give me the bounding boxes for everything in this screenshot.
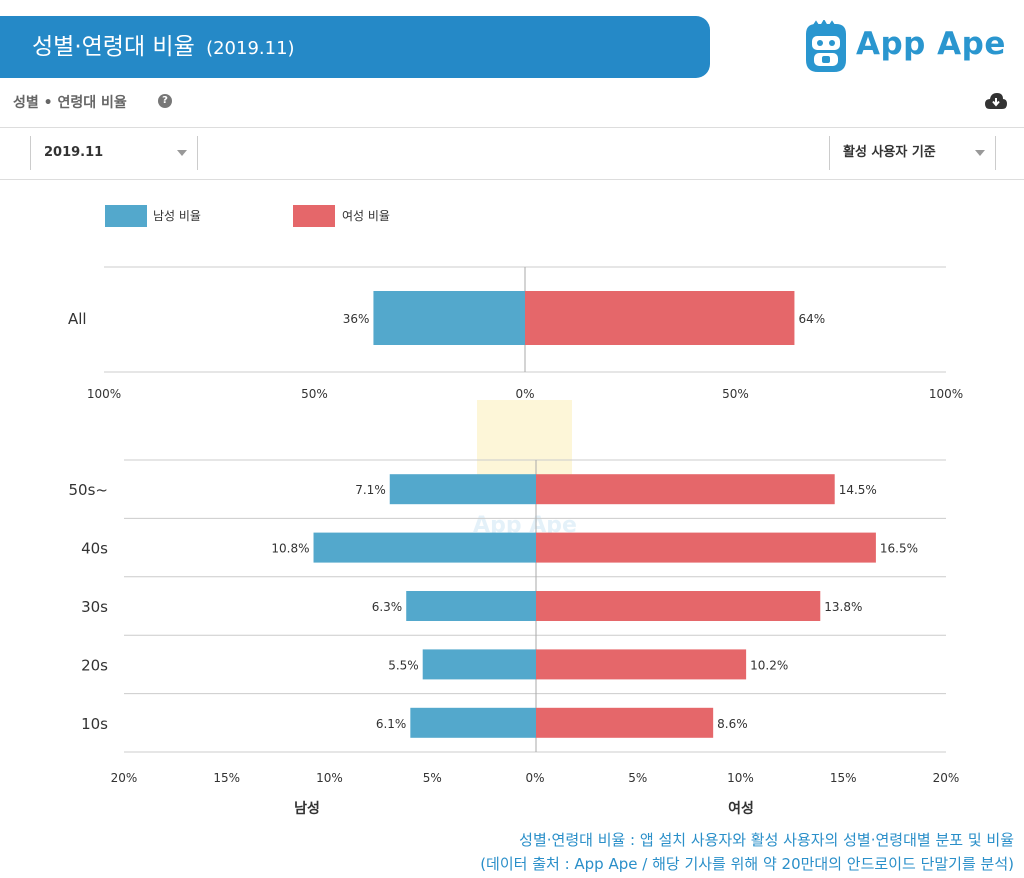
category-label: 50s~ — [69, 481, 108, 499]
data-label-male: 7.1% — [355, 483, 386, 497]
bar-female — [536, 532, 876, 563]
caption-line-2: (데이터 출처 : App Ape / 해당 기사를 위해 약 20만대의 안드… — [480, 855, 1014, 873]
x-axis-label-male: 남성 — [294, 800, 320, 817]
period-select-value: 2019.11 — [44, 145, 104, 160]
chevron-down-icon — [177, 150, 187, 156]
bar-male — [406, 591, 536, 621]
basis-select[interactable]: 활성 사용자 기준 — [829, 136, 996, 170]
data-label-female: 64% — [798, 312, 825, 326]
x-axis-label-female: 여성 — [728, 800, 754, 817]
legend-label-male: 남성 비율 — [153, 209, 201, 223]
x-tick-label: 10% — [316, 771, 343, 785]
logo-text: App Ape — [856, 26, 1006, 62]
legend-swatch-female — [293, 205, 335, 227]
bar-male — [389, 474, 536, 505]
chevron-down-icon — [975, 150, 985, 156]
x-tick-label: 100% — [87, 387, 121, 401]
caption: 성별·연령대 비율 : 앱 설치 사용자와 활성 사용자의 성별·연령대별 분포… — [480, 828, 1014, 876]
x-tick-label: 50% — [722, 387, 749, 401]
basis-select-value: 활성 사용자 기준 — [843, 145, 936, 160]
x-tick-label: 20% — [111, 771, 138, 785]
app-ape-logo: App Ape — [800, 18, 1010, 76]
x-tick-label: 20% — [933, 771, 960, 785]
data-label-female: 14.5% — [839, 483, 877, 497]
x-tick-label: 15% — [830, 771, 857, 785]
x-tick-label: 15% — [213, 771, 240, 785]
category-label: 40s — [81, 540, 108, 558]
category-label: 10s — [81, 715, 108, 733]
legend-label-female: 여성 비율 — [342, 209, 390, 223]
caption-line-1: 성별·연령대 비율 : 앱 설치 사용자와 활성 사용자의 성별·연령대별 분포… — [519, 831, 1014, 849]
filter-bar: 2019.11 활성 사용자 기준 — [0, 127, 1024, 180]
category-label: 30s — [81, 598, 108, 616]
legend-swatch-male — [105, 205, 147, 227]
cloud-download-icon[interactable] — [985, 93, 1007, 111]
title-banner: 성별·연령대 비율 (2019.11) — [0, 16, 710, 78]
page-title: 성별·연령대 비율 (2019.11) — [32, 16, 295, 78]
x-tick-label: 100% — [929, 387, 963, 401]
bar-male — [422, 649, 536, 680]
bar-male — [373, 291, 525, 345]
bar-female — [536, 707, 714, 738]
bar-female — [536, 649, 747, 680]
ape-face-icon — [806, 18, 846, 72]
data-label-male: 6.1% — [376, 717, 407, 731]
category-label: 20s — [81, 656, 108, 674]
bar-male — [410, 707, 536, 738]
x-tick-label: 10% — [727, 771, 754, 785]
period-select[interactable]: 2019.11 — [30, 136, 198, 170]
bar-male — [313, 532, 536, 563]
category-label: All — [68, 310, 87, 328]
data-label-male: 10.8% — [271, 542, 309, 556]
bar-female — [536, 474, 835, 505]
question-circle-icon[interactable]: ? — [158, 94, 172, 108]
bar-female — [525, 291, 795, 345]
data-label-male: 36% — [343, 312, 370, 326]
page-title-text: 성별·연령대 비율 — [32, 34, 195, 60]
data-label-female: 8.6% — [717, 717, 748, 731]
x-tick-label: 50% — [301, 387, 328, 401]
bar-female — [536, 591, 821, 621]
x-tick-label: 0% — [515, 387, 534, 401]
x-tick-label: 5% — [423, 771, 442, 785]
x-tick-label: 5% — [628, 771, 647, 785]
page-title-period: (2019.11) — [206, 38, 295, 59]
data-label-female: 10.2% — [750, 658, 788, 672]
data-label-male: 6.3% — [372, 600, 403, 614]
data-label-female: 13.8% — [824, 600, 862, 614]
data-label-female: 16.5% — [880, 542, 918, 556]
section-title: 성별 • 연령대 비율 — [13, 95, 127, 111]
x-tick-label: 0% — [525, 771, 544, 785]
data-label-male: 5.5% — [388, 658, 419, 672]
